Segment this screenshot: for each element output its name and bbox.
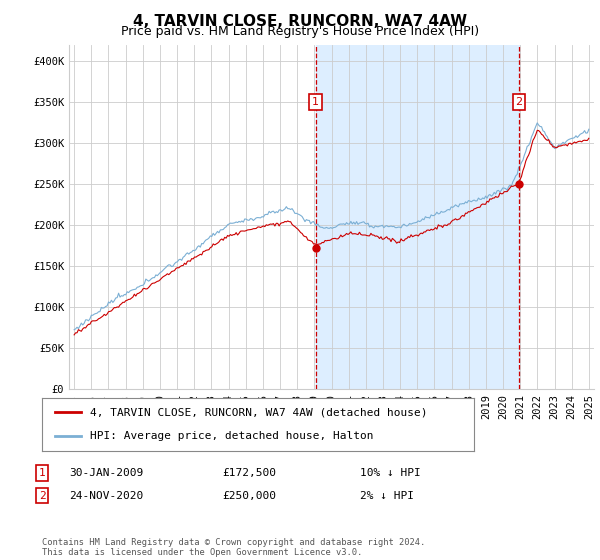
Bar (316, 45, 519, 389)
Text: 2% ↓ HPI: 2% ↓ HPI (360, 491, 414, 501)
Text: Price paid vs. HM Land Registry's House Price Index (HPI): Price paid vs. HM Land Registry's House … (121, 25, 479, 38)
Text: Contains HM Land Registry data © Crown copyright and database right 2024.
This d: Contains HM Land Registry data © Crown c… (42, 538, 425, 557)
Text: 30-JAN-2009: 30-JAN-2009 (69, 468, 143, 478)
Text: 4, TARVIN CLOSE, RUNCORN, WA7 4AW: 4, TARVIN CLOSE, RUNCORN, WA7 4AW (133, 14, 467, 29)
Text: 1: 1 (38, 468, 46, 478)
Text: 10% ↓ HPI: 10% ↓ HPI (360, 468, 421, 478)
Text: 1: 1 (312, 97, 319, 107)
Text: 4, TARVIN CLOSE, RUNCORN, WA7 4AW (detached house): 4, TARVIN CLOSE, RUNCORN, WA7 4AW (detac… (89, 408, 427, 418)
Text: HPI: Average price, detached house, Halton: HPI: Average price, detached house, Halt… (89, 431, 373, 441)
Text: £172,500: £172,500 (222, 468, 276, 478)
Text: 2: 2 (515, 97, 523, 107)
Text: 24-NOV-2020: 24-NOV-2020 (69, 491, 143, 501)
Text: £250,000: £250,000 (222, 491, 276, 501)
Text: 2: 2 (38, 491, 46, 501)
